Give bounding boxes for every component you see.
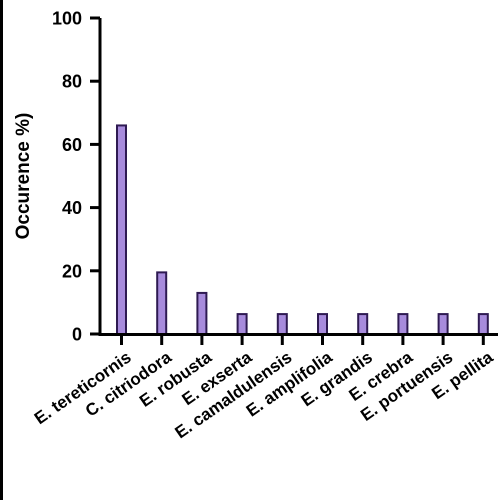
bar-5 xyxy=(317,313,328,336)
bar-6 xyxy=(357,313,369,336)
bar-2 xyxy=(196,291,208,336)
bar-9 xyxy=(477,313,489,336)
bar-8 xyxy=(437,313,449,336)
bar-4 xyxy=(276,313,288,336)
bar-3 xyxy=(236,313,248,336)
y-axis-label: Occurence %) xyxy=(13,113,34,240)
y-ticks-layer: 0 20 40 60 80 100 xyxy=(52,9,100,345)
y-tick-label-0: 0 xyxy=(72,325,82,345)
y-tick-label-3: 60 xyxy=(62,135,82,155)
bar-7 xyxy=(397,313,409,336)
left-edge-bar xyxy=(0,0,3,500)
bars-layer xyxy=(116,124,489,336)
y-tick-label-4: 80 xyxy=(62,72,82,92)
y-tick-label-2: 40 xyxy=(62,198,82,218)
axes-layer xyxy=(98,18,498,336)
y-tick-label-1: 20 xyxy=(62,261,82,281)
bar-0 xyxy=(116,124,127,335)
y-tick-label-5: 100 xyxy=(52,9,82,29)
bar-1 xyxy=(156,271,168,336)
